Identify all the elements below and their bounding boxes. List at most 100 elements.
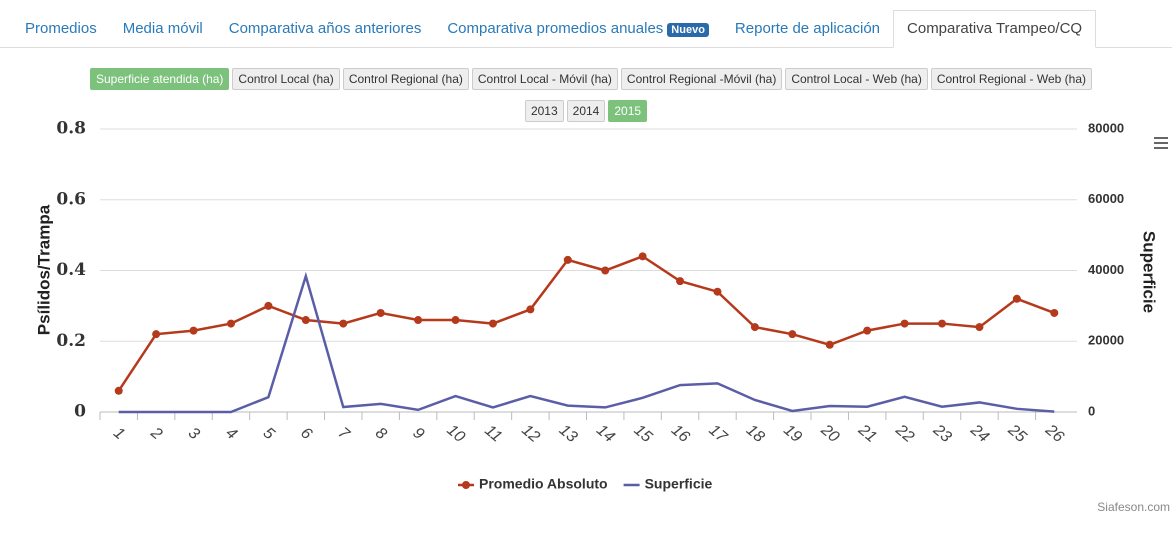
point [676, 277, 685, 286]
metric-button[interactable]: Control Local (ha) [232, 68, 340, 90]
legend-marker [462, 481, 470, 489]
tab-label: Media móvil [122, 20, 203, 37]
point [788, 330, 797, 339]
point [189, 326, 198, 335]
point [339, 319, 348, 328]
year-button[interactable]: 2013 [524, 100, 564, 122]
credit: Siafeson.com [1097, 500, 1170, 514]
x-tick-label: 22 [892, 421, 917, 446]
x-tick-label: 14 [593, 422, 618, 447]
y-tick-label: 0 [74, 402, 86, 422]
x-tick-label: 20 [817, 421, 842, 446]
point [638, 252, 647, 261]
y-tick-label: 0.2 [56, 331, 86, 351]
point [226, 319, 235, 328]
x-tick-label: 15 [631, 422, 656, 447]
x-tick-label: 3 [185, 424, 203, 443]
year-buttons: 2013 2014 2015 [0, 100, 1172, 122]
x-tick-label: 16 [668, 422, 693, 447]
tab[interactable]: Reporte de aplicación [722, 10, 893, 47]
point [526, 305, 535, 314]
point [301, 316, 310, 325]
metric-buttons: Superficie atendida (ha) Control Local (h… [0, 68, 1172, 90]
tab[interactable]: Promedios [12, 10, 110, 47]
point [825, 340, 834, 349]
series-line [117, 254, 1055, 392]
y2-tick-label: 60000 [1088, 191, 1124, 206]
metric-button[interactable]: Control Local - Móvil (ha) [471, 68, 618, 90]
year-button[interactable]: 2015 [608, 100, 648, 122]
tab-bar: Promedios Media móvil Comparativa años ant… [0, 10, 1172, 48]
tab[interactable]: Comparativa promedios anuales Nuevo [434, 10, 722, 47]
y-tick-label: 0.4 [56, 260, 86, 280]
point [713, 287, 722, 296]
metric-button[interactable]: Control Regional -Móvil (ha) [620, 68, 783, 90]
y2-tick-label: 80000 [1088, 120, 1124, 135]
x-tick-label: 21 [854, 421, 879, 446]
y2-tick-label: 0 [1088, 403, 1095, 418]
tab[interactable]: Media móvil [110, 10, 216, 47]
point [938, 319, 947, 328]
y2-tick-label: 20000 [1088, 333, 1124, 348]
point [601, 266, 610, 275]
point [152, 330, 161, 339]
x-tick-label: 18 [743, 422, 768, 447]
point [264, 301, 273, 310]
y-tick-label: 0.8 [56, 119, 86, 139]
year-button[interactable]: 2014 [566, 100, 606, 122]
tab-label: Promedios [25, 20, 97, 37]
tab[interactable]: Comparativa Trampeo/CQ [893, 10, 1097, 48]
tab-label: Reporte de aplicación [734, 20, 881, 37]
metric-button[interactable]: Superficie atendida (ha) [90, 68, 230, 90]
tab-badge: Nuevo [667, 23, 709, 37]
x-tick-label: 7 [335, 424, 354, 443]
x-tick-label: 13 [556, 422, 581, 447]
metric-button[interactable]: Control Regional - Web (ha) [930, 68, 1092, 90]
y2-tick-label: 40000 [1088, 262, 1124, 277]
x-tick-label: 19 [780, 422, 805, 447]
point [451, 316, 460, 325]
legend-label: Superficie [645, 476, 713, 492]
legend-item[interactable]: Superficie [623, 476, 713, 492]
x-tick-label: 1 [110, 424, 128, 443]
point [750, 323, 759, 332]
legend-item[interactable]: Promedio Absoluto [458, 476, 608, 492]
point [414, 316, 423, 325]
point [975, 323, 984, 332]
legend-label: Promedio Absoluto [479, 476, 608, 492]
x-tick-label: 11 [481, 422, 505, 446]
metric-button[interactable]: Control Regional (ha) [342, 68, 469, 90]
tab[interactable]: Comparativa años anteriores [216, 10, 435, 47]
point [900, 319, 909, 328]
series-line [118, 271, 1055, 414]
x-tick-label: 17 [705, 422, 730, 447]
metric-button[interactable]: Control Local - Web (ha) [785, 68, 928, 90]
x-tick-label: 25 [1004, 421, 1029, 446]
x-tick-label: 9 [409, 424, 427, 443]
x-tick-label: 5 [260, 424, 278, 443]
point [114, 386, 123, 395]
point [1012, 294, 1021, 303]
x-tick-label: 4 [222, 424, 240, 443]
tab-label: Comparativa años anteriores [228, 20, 422, 37]
menu-icon[interactable] [1154, 137, 1168, 149]
x-tick-label: 2 [147, 424, 166, 443]
x-tick-label: 26 [1041, 421, 1066, 446]
y2-axis-label: Superficie [1140, 231, 1159, 313]
x-tick-label: 24 [967, 421, 992, 446]
tab-label: Comparativa promedios anuales [447, 20, 664, 37]
point [563, 255, 572, 264]
y-tick-label: 0.6 [56, 189, 86, 209]
tab-label: Comparativa Trampeo/CQ [907, 20, 1083, 37]
x-tick-label: 12 [518, 422, 543, 447]
point [488, 319, 497, 328]
point [863, 326, 872, 335]
point [1050, 308, 1059, 317]
x-tick-label: 23 [929, 421, 954, 446]
x-tick-label: 8 [372, 424, 390, 443]
x-tick-label: 6 [297, 424, 315, 443]
y-axis-label: Psílidos/Trampa [34, 204, 53, 335]
x-tick-label: 10 [443, 422, 468, 447]
